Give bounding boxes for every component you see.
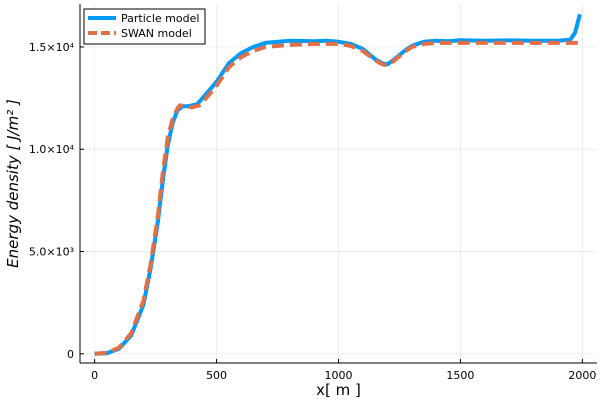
y-tick-label: 1.0×10⁴ — [29, 143, 75, 156]
legend-box — [83, 8, 206, 45]
x-tick-label: 1000 — [325, 369, 353, 382]
x-axis-label: x[ m ] — [316, 381, 361, 399]
series-line-particle-model — [94, 13, 582, 356]
y-tick-label: 1.5×10⁴ — [29, 41, 75, 54]
x-tick-label: 0 — [91, 369, 98, 382]
series-line-swan-model — [94, 40, 583, 356]
legend-label: SWAN model — [121, 27, 192, 40]
x-tick-label: 1500 — [446, 369, 474, 382]
y-tick-label: 5.0×10³ — [29, 246, 74, 259]
legend-label: Particle model — [121, 12, 199, 25]
x-tick-label: 2000 — [568, 369, 596, 382]
legend: Particle model SWAN model — [83, 8, 206, 45]
y-axis-label: Energy density [ J/m² ] — [4, 99, 22, 268]
x-tick-label: 500 — [206, 369, 227, 382]
y-tick-label: 0 — [67, 348, 74, 361]
